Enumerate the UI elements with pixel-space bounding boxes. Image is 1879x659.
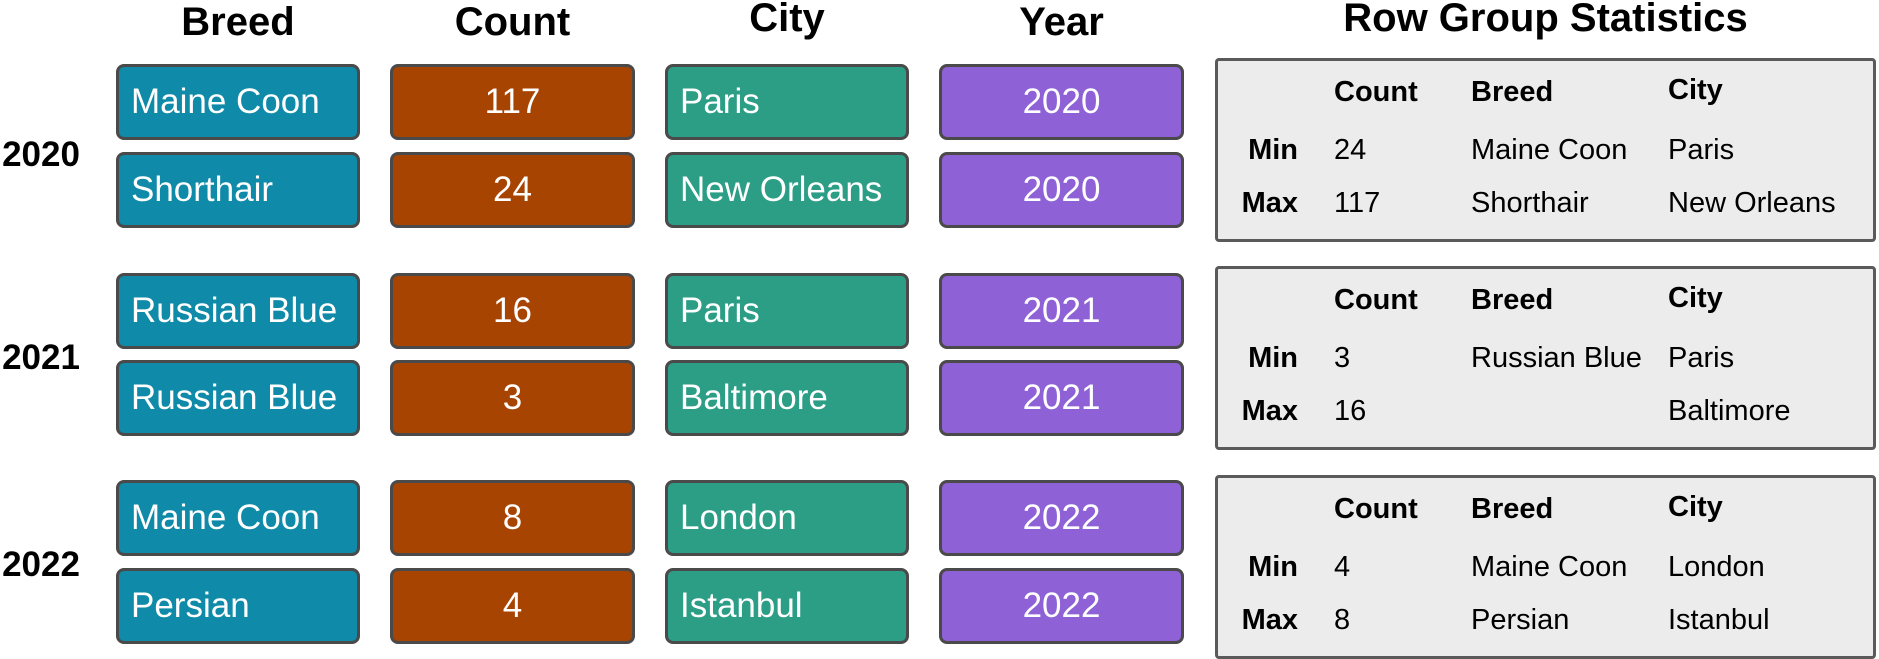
breed-cell: Persian [116, 568, 360, 644]
year-cell: 2022 [939, 480, 1184, 556]
stats-max-count: 16 [1334, 395, 1367, 427]
group-label-2021: 2021 [2, 338, 80, 377]
count-cell: 117 [390, 64, 635, 140]
stats-min-count: 24 [1334, 134, 1367, 166]
stats-header-breed: Breed [1471, 493, 1554, 525]
stats-row-label-min: Min [1248, 551, 1298, 583]
column-header-count: Count [454, 0, 571, 44]
year-cell: 2021 [939, 360, 1184, 436]
stats-box-2022: Count Breed City Min 4 Maine Coon London… [1215, 475, 1876, 659]
stats-header-count: Count [1334, 493, 1418, 525]
city-cell: New Orleans [665, 152, 909, 228]
year-cell: 2020 [939, 152, 1184, 228]
city-cell: Paris [665, 64, 909, 140]
stats-row-label-min: Min [1248, 134, 1298, 166]
stats-min-city: London [1668, 551, 1765, 583]
year-cell: 2022 [939, 568, 1184, 644]
stats-min-count: 3 [1334, 342, 1351, 374]
stats-max-breed: Shorthair [1471, 187, 1589, 219]
breed-cell: Shorthair [116, 152, 360, 228]
breed-cell: Russian Blue [116, 360, 360, 436]
year-cell: 2021 [939, 273, 1184, 349]
stats-header-breed: Breed [1471, 284, 1554, 316]
group-label-2022: 2022 [2, 545, 80, 584]
breed-cell: Maine Coon [116, 480, 360, 556]
count-cell: 8 [390, 480, 635, 556]
count-cell: 3 [390, 360, 635, 436]
stats-min-count: 4 [1334, 551, 1351, 583]
stats-title: Row Group Statistics [1343, 0, 1748, 40]
stats-max-count: 117 [1334, 187, 1381, 219]
stats-min-breed: Maine Coon [1471, 134, 1628, 166]
stats-min-city: Paris [1668, 134, 1735, 166]
stats-box-2020: Count Breed City Min 24 Maine Coon Paris… [1215, 58, 1876, 242]
stats-header-city: City [1668, 282, 1723, 314]
city-cell: Baltimore [665, 360, 909, 436]
city-cell: Istanbul [665, 568, 909, 644]
city-cell: Paris [665, 273, 909, 349]
stats-max-city: Baltimore [1668, 395, 1791, 427]
stats-min-city: Paris [1668, 342, 1735, 374]
stats-min-breed: Russian Blue [1471, 342, 1642, 374]
stats-min-breed: Maine Coon [1471, 551, 1628, 583]
breed-cell: Russian Blue [116, 273, 360, 349]
stats-max-breed: Persian [1471, 604, 1570, 636]
stats-max-city: Istanbul [1668, 604, 1770, 636]
column-header-breed: Breed [181, 0, 295, 44]
breed-cell: Maine Coon [116, 64, 360, 140]
column-header-city: City [749, 0, 825, 40]
year-cell: 2020 [939, 64, 1184, 140]
stats-header-city: City [1668, 74, 1723, 106]
stats-header-count: Count [1334, 284, 1418, 316]
column-header-year: Year [1019, 0, 1104, 44]
stats-header-breed: Breed [1471, 76, 1554, 108]
stats-row-label-max: Max [1241, 395, 1298, 427]
stats-max-city: New Orleans [1668, 187, 1836, 219]
count-cell: 24 [390, 152, 635, 228]
stats-row-label-max: Max [1241, 187, 1298, 219]
count-cell: 16 [390, 273, 635, 349]
stats-row-label-min: Min [1248, 342, 1298, 374]
stats-box-2021: Count Breed City Min 3 Russian Blue Pari… [1215, 266, 1876, 450]
stats-header-count: Count [1334, 76, 1418, 108]
group-label-2020: 2020 [2, 135, 80, 174]
stats-header-city: City [1668, 491, 1723, 523]
city-cell: London [665, 480, 909, 556]
stats-row-label-max: Max [1241, 604, 1298, 636]
stats-max-count: 8 [1334, 604, 1351, 636]
count-cell: 4 [390, 568, 635, 644]
